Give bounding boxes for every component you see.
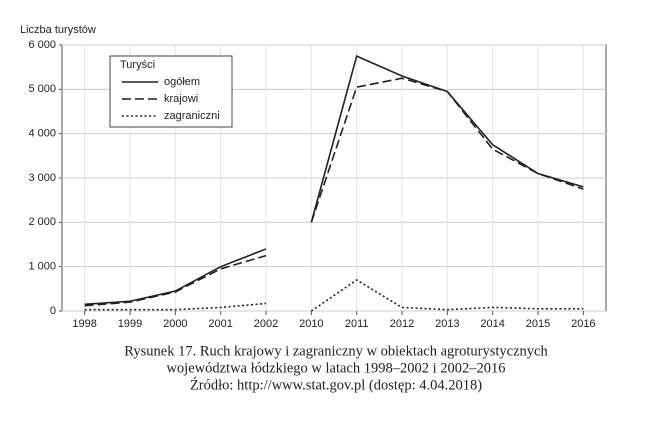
legend-label: ogółem bbox=[164, 76, 200, 88]
y-tick-label: 3 000 bbox=[28, 172, 56, 184]
y-tick-label: 0 bbox=[50, 305, 56, 317]
legend-label: krajowi bbox=[164, 93, 198, 105]
legend-title: Turyści bbox=[120, 59, 155, 71]
x-tick-label: 2000 bbox=[163, 318, 187, 330]
caption-line: województwa łódzkiego w latach 1998–2002… bbox=[166, 360, 505, 376]
x-tick-label: 2001 bbox=[208, 318, 232, 330]
legend-label: zagraniczni bbox=[164, 110, 220, 122]
x-tick-label: 2013 bbox=[435, 318, 459, 330]
line bbox=[310, 279, 584, 312]
x-tick-label: 2002 bbox=[254, 318, 278, 330]
y-tick-label: 1 000 bbox=[28, 261, 56, 273]
line bbox=[84, 254, 267, 307]
x-tick-label: 2014 bbox=[480, 318, 504, 330]
y-tick-label: 2 000 bbox=[28, 216, 56, 228]
y-tick-label: 6 000 bbox=[28, 39, 56, 51]
y-axis-label: Liczba turystów bbox=[20, 24, 96, 36]
x-tick-label: 2012 bbox=[390, 318, 414, 330]
x-tick-label: 2016 bbox=[571, 318, 595, 330]
line bbox=[84, 302, 267, 311]
x-tick-label: 2011 bbox=[345, 318, 369, 330]
caption-line: Rysunek 17. Ruch krajowy i zagraniczny w… bbox=[124, 343, 548, 359]
y-tick-label: 5 000 bbox=[28, 83, 56, 95]
x-tick-label: 2015 bbox=[526, 318, 550, 330]
y-tick-label: 4 000 bbox=[28, 128, 56, 140]
line bbox=[310, 77, 584, 223]
x-tick-label: 1999 bbox=[118, 318, 142, 330]
x-tick-label: 2010 bbox=[299, 318, 323, 330]
caption-line: Źródło: http://www.stat.gov.pl (dostęp: … bbox=[190, 376, 482, 393]
legend-box bbox=[109, 55, 233, 128]
x-tick-label: 1998 bbox=[72, 318, 96, 330]
